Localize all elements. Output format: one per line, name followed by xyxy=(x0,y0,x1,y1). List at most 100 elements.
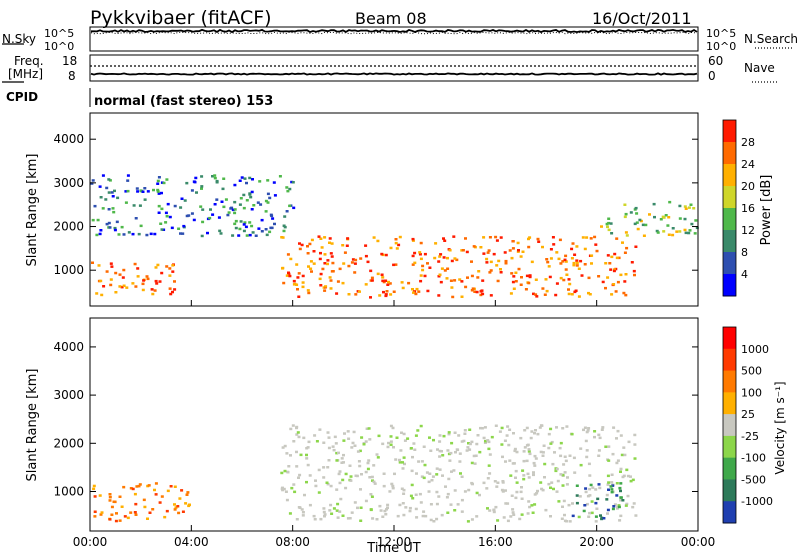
velocity-cell-654 xyxy=(600,516,604,520)
date-label: 16/Oct/2011 xyxy=(592,9,692,28)
velocity-cell-340 xyxy=(584,439,588,443)
freq-right-tick-top: 60 xyxy=(708,54,723,68)
power-cell-246 xyxy=(347,293,351,296)
power-cell-438 xyxy=(218,229,222,233)
power-cell-544 xyxy=(99,229,103,232)
power-colorbar-cell-0 xyxy=(723,120,736,143)
velocity-cell-308 xyxy=(632,502,636,505)
velocity-cell-223 xyxy=(333,435,337,439)
velocity-cell-9 xyxy=(339,497,343,501)
power-cell-226 xyxy=(573,253,577,256)
power-cell-399 xyxy=(471,287,475,290)
power-cell-133 xyxy=(559,262,563,265)
power-cell-15 xyxy=(121,276,125,279)
velocity-cell-130 xyxy=(549,427,553,431)
velocity-cell-329 xyxy=(446,492,450,496)
power-cell-463 xyxy=(200,185,204,188)
power-cell-30 xyxy=(91,261,94,264)
velocity-cell-134 xyxy=(582,428,585,432)
velocity-cell-452 xyxy=(615,482,619,485)
velocity-cell-359 xyxy=(388,490,392,493)
velocity-cell-564 xyxy=(535,492,539,495)
velocity-cell-76 xyxy=(587,427,591,430)
power-cell-311 xyxy=(546,260,550,264)
velocity-cell-659 xyxy=(611,507,615,511)
power-cell-163 xyxy=(567,288,570,291)
power-cell-583 xyxy=(265,233,269,237)
velocity-cell-245 xyxy=(356,450,360,453)
power-cell-351 xyxy=(317,235,321,238)
velocity-colorbar-tick-2: 100 xyxy=(741,386,762,399)
power-colorbar-tick-2: 20 xyxy=(741,180,755,193)
power-cell-365 xyxy=(624,273,628,276)
power-cell-300 xyxy=(517,249,520,252)
velocity-cell-559 xyxy=(435,502,439,506)
power-cell-523 xyxy=(105,186,109,190)
power-cell-36 xyxy=(109,278,113,281)
velocity-cell-165 xyxy=(344,472,348,476)
velocity-cell-438 xyxy=(555,426,558,429)
velocity-colorbar-tick-4: -25 xyxy=(741,430,759,443)
velocity-cell-95 xyxy=(335,509,339,512)
power-cell-436 xyxy=(143,187,147,190)
power-cell-457 xyxy=(257,227,261,230)
velocity-cell-465 xyxy=(438,468,442,471)
power-cell-515 xyxy=(237,234,241,237)
velocity-cell-59 xyxy=(562,499,566,503)
power-cell-622 xyxy=(610,232,614,235)
power-cell-71 xyxy=(369,269,373,273)
velocity-cell-636 xyxy=(596,497,600,501)
velocity-cell-348 xyxy=(432,438,435,442)
power-cell-642 xyxy=(659,218,663,221)
power-cell-260 xyxy=(527,281,531,285)
velocity-cell-194 xyxy=(435,467,439,470)
power-cell-276 xyxy=(460,295,464,298)
power-cell-16 xyxy=(100,293,104,297)
velocity-cell-279 xyxy=(466,520,470,523)
power-cell-604 xyxy=(252,204,256,207)
velocity-cell-589 xyxy=(146,517,149,520)
power-cell-43 xyxy=(99,279,103,283)
velocity-cell-269 xyxy=(629,479,633,483)
power-cell-181 xyxy=(308,242,312,246)
power-cell-105 xyxy=(499,271,503,274)
power-cell-227 xyxy=(328,237,332,240)
velocity-cell-563 xyxy=(488,453,492,456)
power-cell-458 xyxy=(201,208,205,211)
velocity-cell-580 xyxy=(138,483,142,486)
power-cell-361 xyxy=(621,241,624,244)
x-axis-ticks: 00:00 04:00 08:00 12:00 16:00 20:00 00:00 xyxy=(73,300,715,549)
power-cell-7 xyxy=(156,263,160,267)
velocity-cell-524 xyxy=(525,459,529,463)
velocity-cell-17 xyxy=(330,512,334,515)
velocity-cell-35 xyxy=(460,440,464,443)
power-y-axis-label: Slant Range [km] xyxy=(25,154,40,267)
power-cell-244 xyxy=(451,295,455,299)
velocity-cell-286 xyxy=(529,436,533,440)
noise-right-tick-top: 10^5 xyxy=(706,27,736,40)
power-cell-289 xyxy=(397,243,401,247)
velocity-cell-250 xyxy=(334,442,338,445)
velocity-cell-94 xyxy=(556,479,560,483)
velocity-colorbar-tick-7: -1000 xyxy=(741,495,773,508)
velocity-cell-343 xyxy=(474,454,478,457)
power-cell-396 xyxy=(535,295,539,298)
velocity-cell-195 xyxy=(292,483,296,486)
power-cell-66 xyxy=(350,261,354,264)
velocity-cell-660 xyxy=(597,483,601,486)
power-cell-606 xyxy=(149,232,153,236)
velocity-cell-645 xyxy=(575,501,579,505)
velocity-cell-342 xyxy=(456,503,460,506)
power-cell-417 xyxy=(93,204,97,208)
velocity-cell-599 xyxy=(122,485,126,489)
velocity-ytick-label-3: 4000 xyxy=(53,340,84,354)
velocity-cell-309 xyxy=(453,489,457,492)
velocity-cell-184 xyxy=(452,469,456,472)
power-cell-412 xyxy=(487,249,491,252)
power-cell-22 xyxy=(122,284,126,287)
velocity-cell-664 xyxy=(575,494,579,497)
velocity-colorbar: 1000 500 100 25 -25 -100 -500 -1000 xyxy=(722,326,773,524)
power-cell-403 xyxy=(512,287,516,290)
velocity-cell-168 xyxy=(597,454,601,457)
